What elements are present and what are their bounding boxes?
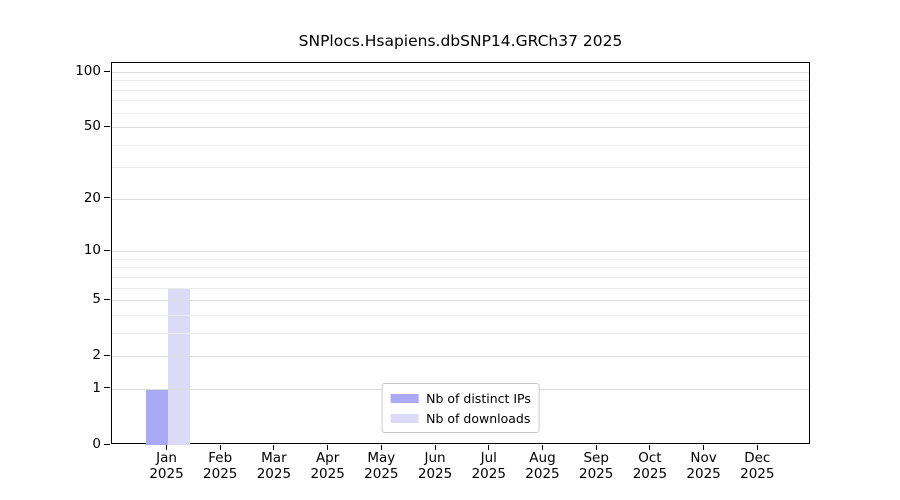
legend-label-distinct-ips: Nb of distinct IPs: [426, 390, 531, 406]
gridline-50: [112, 127, 809, 128]
gridline-6: [112, 288, 809, 289]
x-tick-apr: [327, 445, 329, 450]
gridline-90: [112, 80, 809, 81]
y-tick-label-50: 50: [83, 118, 101, 135]
bars-layer: [112, 63, 809, 445]
y-tick-label-5: 5: [92, 291, 101, 308]
y-tick-label-20: 20: [83, 189, 101, 206]
y-tick-10: [104, 249, 110, 251]
x-tick-dec: [756, 445, 758, 450]
gridline-5: [112, 300, 809, 301]
x-tick-label-dec: Dec 2025: [740, 450, 775, 482]
x-tick-label-may: May 2025: [364, 450, 399, 482]
x-tick-label-oct: Oct 2025: [632, 450, 668, 482]
bar-distinct-ips-jan: [145, 388, 168, 445]
x-tick-jul: [488, 445, 490, 450]
gridline-20: [112, 199, 809, 200]
gridline-70: [112, 100, 809, 101]
gridlines-layer: [112, 63, 809, 443]
x-tick-label-nov: Nov 2025: [686, 450, 721, 482]
gridline-4: [112, 315, 809, 316]
gridline-10: [112, 251, 809, 252]
y-tick-5: [104, 298, 110, 300]
gridline-60: [112, 113, 809, 114]
gridline-40: [112, 145, 809, 146]
legend-item-distinct-ips: Nb of distinct IPs: [390, 388, 531, 408]
gridline-8: [112, 267, 809, 268]
x-tick-label-sep: Sep 2025: [578, 450, 614, 482]
legend: Nb of distinct IPs Nb of downloads: [381, 383, 540, 433]
x-tick-label-feb: Feb 2025: [203, 450, 238, 482]
x-tick-label-mar: Mar 2025: [256, 450, 292, 482]
chart-title: SNPlocs.Hsapiens.dbSNP14.GRCh37 2025: [298, 32, 623, 50]
x-tick-sep: [595, 445, 597, 450]
gridline-30: [112, 167, 809, 168]
bar-downloads-jan: [167, 287, 190, 445]
x-tick-may: [380, 445, 382, 450]
x-tick-aug: [541, 445, 543, 450]
y-tick-label-1: 1: [92, 379, 101, 396]
gridline-2: [112, 356, 809, 357]
y-tick-20: [104, 197, 110, 199]
gridline-100: [112, 72, 809, 73]
legend-item-downloads: Nb of downloads: [390, 408, 531, 428]
legend-swatch-distinct-ips: [390, 393, 419, 403]
x-tick-oct: [649, 445, 651, 450]
y-tick-0: [104, 443, 110, 445]
gridline-3: [112, 333, 809, 334]
y-tick-1: [104, 387, 110, 389]
x-tick-mar: [273, 445, 275, 450]
y-tick-label-2: 2: [92, 347, 101, 364]
x-tick-label-jan: Jan 2025: [149, 450, 184, 482]
x-tick-feb: [219, 445, 221, 450]
x-tick-jun: [434, 445, 436, 450]
gridline-80: [112, 90, 809, 91]
y-tick-2: [104, 354, 110, 356]
y-tick-100: [104, 70, 110, 72]
legend-label-downloads: Nb of downloads: [426, 410, 531, 426]
x-tick-label-jul: Jul 2025: [471, 450, 506, 482]
gridline-7: [112, 277, 809, 278]
y-tick-label-10: 10: [83, 242, 101, 259]
gridline-9: [112, 259, 809, 260]
x-tick-label-apr: Apr 2025: [310, 450, 345, 482]
x-tick-nov: [703, 445, 705, 450]
x-tick-label-aug: Aug 2025: [525, 450, 560, 482]
y-tick-50: [104, 125, 110, 127]
y-tick-label-100: 100: [75, 63, 101, 79]
plot-area: Nb of distinct IPs Nb of downloads: [111, 62, 810, 445]
legend-swatch-downloads: [390, 413, 419, 423]
y-tick-label-0: 0: [92, 436, 101, 452]
x-tick-label-jun: Jun 2025: [417, 450, 453, 482]
x-tick-jan: [166, 445, 167, 450]
